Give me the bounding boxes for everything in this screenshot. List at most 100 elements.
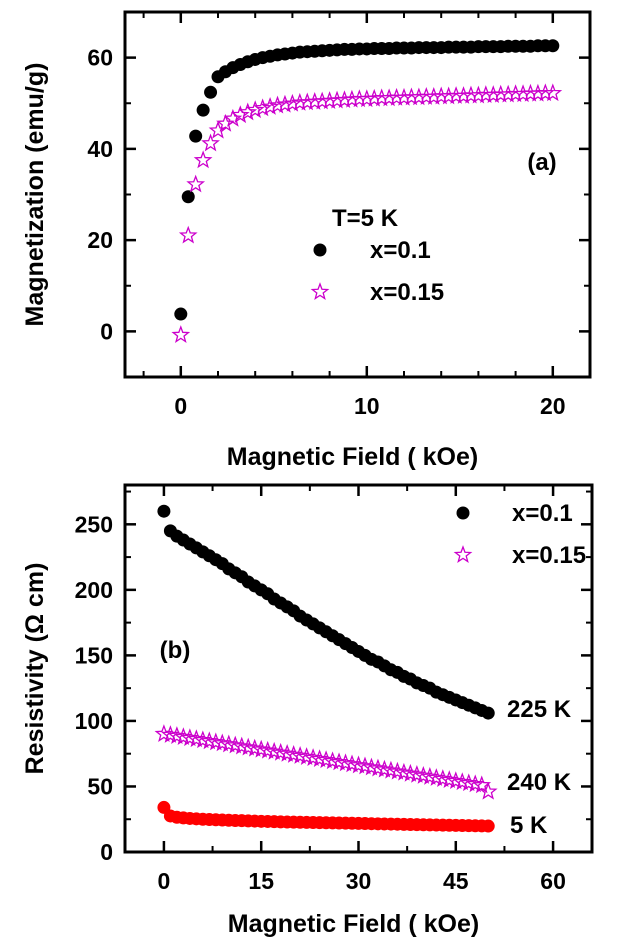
data-point [225, 735, 245, 754]
data-point [161, 725, 180, 743]
legend-title: T=5 K [332, 205, 399, 232]
data-point [180, 728, 200, 747]
legend-marker [456, 506, 470, 520]
data-point [407, 764, 427, 783]
data-point [349, 755, 368, 774]
panel-b: 0 15 30 45 60 0 50 100 150 200 250 Magnetic Field (… [21, 483, 594, 938]
data-point [275, 94, 295, 113]
legend-label: x=0.15 [370, 279, 444, 306]
y-tick-label: 0 [100, 839, 113, 865]
data-point [268, 95, 287, 114]
data-point [459, 773, 479, 792]
data-point [439, 770, 459, 789]
data-point [323, 751, 342, 770]
data-point [219, 734, 239, 753]
data-point [329, 752, 349, 771]
data-point [193, 150, 213, 169]
data-point [181, 190, 195, 204]
data-point [297, 747, 316, 765]
data-point [310, 749, 329, 768]
data-point [258, 740, 278, 759]
data-point [216, 113, 235, 132]
data-point [446, 771, 466, 790]
x-axis-label: Magnetic Field ( kOe) [227, 443, 478, 471]
x-tick-label: 60 [540, 868, 566, 894]
legend-marker [310, 282, 330, 300]
data-point [388, 761, 407, 780]
data-point [260, 97, 280, 115]
data-point [230, 105, 250, 124]
data-point [206, 732, 226, 751]
data-point [212, 733, 232, 752]
data-point [201, 133, 220, 152]
x-axis-label: Magnetic Field ( kOe) [228, 910, 479, 938]
data-point [284, 745, 304, 763]
data-point [316, 750, 336, 769]
panel-tag: (b) [160, 637, 191, 664]
curve-label: 240 K [507, 769, 572, 796]
series-x-0-15 [154, 724, 498, 800]
data-point [303, 748, 323, 766]
panel-tag: (a) [527, 149, 556, 176]
data-point [481, 706, 495, 720]
data-point [277, 743, 297, 762]
curve-label: 5 K [510, 812, 548, 839]
data-point [196, 103, 210, 117]
data-point [232, 736, 252, 755]
data-point [253, 98, 273, 117]
data-point [271, 742, 291, 761]
series-x-0-15 [171, 83, 563, 344]
y-tick-label: 100 [75, 708, 113, 734]
plot-frame [123, 483, 594, 854]
data-point [208, 120, 228, 139]
data-point [154, 724, 174, 743]
data-point [199, 731, 219, 750]
data-point [204, 85, 218, 99]
data-point [426, 768, 446, 786]
data-point [478, 781, 498, 800]
legend-label: x=0.15 [512, 542, 586, 569]
data-point [157, 504, 171, 518]
y-tick-label: 200 [75, 577, 113, 603]
data-point [193, 730, 213, 749]
data-point [336, 753, 355, 772]
data-point [381, 760, 401, 779]
data-point [174, 727, 193, 746]
data-point [375, 759, 394, 778]
series-5-k [157, 800, 495, 833]
y-tick-label: 250 [75, 511, 113, 537]
data-point [186, 729, 206, 748]
data-point [368, 758, 388, 777]
data-point [290, 746, 310, 764]
data-point [245, 738, 265, 757]
data-point [238, 737, 258, 756]
data-point [355, 756, 375, 775]
series-x-0-1 [157, 504, 495, 720]
data-point [452, 772, 472, 791]
data-point [171, 325, 191, 344]
data-point [283, 93, 302, 112]
y-tick-label: 20 [87, 227, 113, 253]
curve-label: 225 K [507, 696, 572, 723]
data-point [420, 767, 440, 785]
legend-marker [453, 545, 473, 563]
y-tick-label: 150 [75, 642, 113, 668]
plot-frame [123, 10, 592, 379]
data-point [174, 307, 188, 321]
data-point [178, 225, 198, 244]
x-tick-label: 0 [158, 868, 171, 894]
data-point [238, 102, 258, 121]
x-tick-label: 20 [540, 393, 566, 419]
legend-label: x=0.1 [370, 237, 431, 264]
x-tick-label: 0 [174, 393, 187, 419]
data-point [167, 726, 187, 744]
x-tick-label: 15 [248, 868, 274, 894]
x-tick-label: 10 [354, 393, 380, 419]
data-point [264, 741, 284, 760]
x-tick-label: 45 [443, 868, 469, 894]
data-point [413, 765, 433, 784]
data-point [481, 819, 495, 833]
data-point [251, 739, 271, 758]
panel-a: 0 10 20 0 20 40 60 Magnetic Field ( kOe) Magneti… [21, 10, 592, 471]
data-point [401, 763, 420, 782]
